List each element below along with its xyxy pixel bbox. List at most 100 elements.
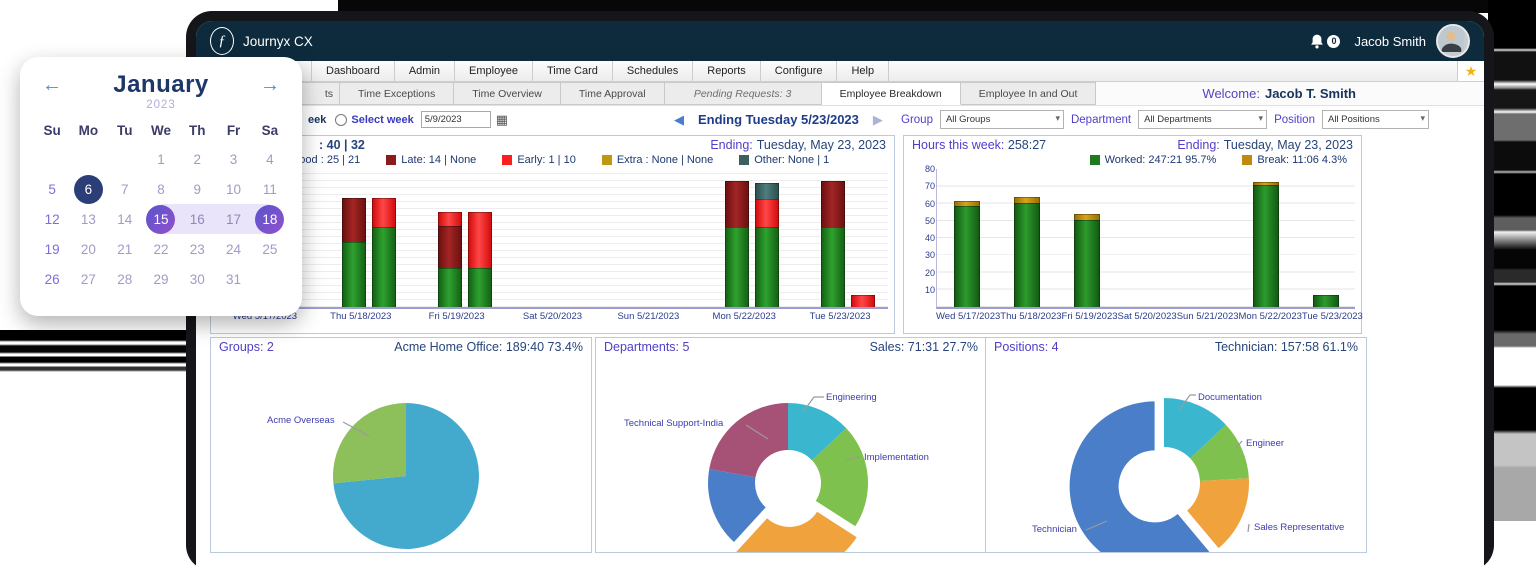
legend-item: Other: None | 1 — [739, 154, 829, 166]
department-select[interactable]: All Departments ▾ — [1138, 110, 1268, 129]
menu-item-employee[interactable]: Employee — [455, 61, 533, 81]
menu-item-dashboard[interactable]: Dashboard — [311, 61, 395, 81]
departure-bar-mon — [755, 182, 780, 307]
calendar-next-month-arrow[interactable]: → — [260, 74, 280, 96]
departure-bar-fri — [467, 211, 492, 307]
callout-line — [342, 421, 370, 437]
calendar-day-28[interactable]: 28 — [117, 271, 133, 287]
calendar-day-16[interactable]: 16 — [179, 204, 216, 234]
select-week-label[interactable]: Select week — [351, 113, 414, 126]
menu-item-admin[interactable]: Admin — [395, 61, 456, 81]
legend-item: Break: 11:06 4.3% — [1242, 154, 1347, 166]
next-week-arrow[interactable]: ▶ — [872, 112, 883, 127]
avatar[interactable] — [1436, 24, 1470, 58]
calendar-day-21[interactable]: 21 — [117, 241, 133, 257]
calendar-weekday-label: Tu — [116, 123, 133, 138]
tab-pending-requests-3[interactable]: Pending Requests: 3 — [664, 82, 822, 105]
pie-callout-label: Documentation — [1198, 392, 1262, 403]
select-week-radio[interactable] — [335, 113, 348, 126]
in-out-chart-legend: Good : 25 | 21 Late: 14 | None Early: 1 | … — [211, 152, 894, 167]
bar-segment-worked — [1073, 219, 1100, 307]
calendar-title: January 2023 — [113, 71, 209, 111]
calendar-prev-month-arrow[interactable]: ← — [42, 74, 62, 96]
week-date-input[interactable] — [420, 111, 491, 128]
calendar-day-15[interactable]: 15 — [143, 204, 180, 234]
calendar-day-6[interactable]: 6 — [70, 174, 106, 204]
tab-time-approval[interactable]: Time Approval — [560, 82, 665, 105]
notification-count-badge: 0 — [1327, 34, 1341, 48]
favorite-button[interactable]: ★ — [1457, 61, 1484, 81]
tab-bar: ts Time Exceptions Time Overview Time Appro… — [196, 82, 1484, 106]
positions-pie-title: Positions: 4 — [994, 340, 1059, 354]
hours-bar-wed — [953, 200, 980, 307]
calendar-day-25[interactable]: 25 — [262, 241, 278, 257]
bar-segment-good — [821, 226, 846, 307]
in-out-chart-panel: : 40 | 32 Ending: Tuesday, May 23, 2023 G… — [210, 135, 895, 334]
pie-callout-label: Engineering — [826, 392, 877, 403]
menu-item-reports[interactable]: Reports — [693, 61, 761, 81]
calendar-day-26[interactable]: 26 — [44, 271, 60, 287]
calendar-day-4[interactable]: 4 — [266, 151, 274, 167]
arrival-bar-thu — [341, 197, 366, 307]
calendar-year: 2023 — [146, 99, 176, 111]
calendar-day-2[interactable]: 2 — [193, 151, 202, 167]
range-band — [179, 204, 216, 234]
legend-swatch-icon — [1242, 155, 1253, 165]
legend-swatch-icon — [739, 155, 750, 165]
calendar-day-5[interactable]: 5 — [48, 181, 56, 197]
menu-item-time-card[interactable]: Time Card — [533, 61, 613, 81]
calendar-day-9[interactable]: 9 — [193, 181, 202, 197]
calendar-day-27[interactable]: 27 — [80, 271, 96, 287]
tab-employee-in-and-out[interactable]: Employee In and Out — [960, 82, 1097, 105]
positions-pie-panel: Positions: 4 Technician: 157:58 61.1% Do… — [985, 337, 1367, 553]
calendar-day-22[interactable]: 22 — [153, 241, 169, 257]
callout-line — [1178, 394, 1196, 411]
menu-spacer — [889, 61, 1457, 81]
bar-segment-break — [1013, 196, 1040, 203]
calendar-day-19[interactable]: 19 — [44, 241, 60, 257]
calendar-day-8[interactable]: 8 — [157, 181, 165, 197]
calendar-day-24[interactable]: 24 — [226, 241, 242, 257]
menu-item-configure[interactable]: Configure — [761, 61, 838, 81]
position-select[interactable]: All Positions ▾ — [1321, 110, 1429, 129]
calendar-day-31[interactable]: 31 — [226, 271, 242, 287]
calendar-day-11[interactable]: 11 — [262, 181, 277, 197]
calendar-day-10[interactable]: 10 — [226, 181, 242, 197]
calendar-day-14[interactable]: 14 — [117, 211, 133, 227]
calendar-day-23[interactable]: 23 — [189, 241, 205, 257]
calendar-day-12[interactable]: 12 — [44, 211, 60, 227]
calendar-day-7[interactable]: 7 — [120, 181, 129, 197]
previous-week-arrow[interactable]: ◀ — [674, 112, 684, 127]
bar-segment-good — [755, 226, 780, 307]
tab-time-exceptions[interactable]: Time Exceptions — [340, 82, 455, 105]
callout-line — [745, 424, 769, 440]
notifications-button[interactable]: 0 — [1309, 33, 1341, 50]
departments-pie-panel: Departments: 5 Sales: 71:31 27.7% Engine… — [595, 337, 987, 553]
legend-item: Early: 1 | 10 — [502, 154, 576, 166]
calendar-day-18[interactable]: 18 — [251, 204, 288, 234]
legend-label: Break: 11:06 4.3% — [1257, 154, 1347, 166]
menu-item-help[interactable]: Help — [837, 61, 890, 81]
calendar-picker-icon[interactable]: ▦ — [495, 112, 509, 127]
y-tick-label: 40 — [924, 233, 935, 243]
filter-row: eek Select week ▦ ◀ Ending Tuesday 5/23/… — [196, 106, 1484, 133]
calendar-day-30[interactable]: 30 — [189, 271, 205, 287]
header-user-name[interactable]: Jacob Smith — [1354, 33, 1426, 49]
calendar-day-1[interactable]: 1 — [157, 151, 165, 167]
calendar-day-3[interactable]: 3 — [229, 151, 238, 167]
calendar-day-17[interactable]: 17 — [215, 204, 252, 234]
tab-time-overview[interactable]: Time Overview — [454, 82, 561, 105]
positions-pie-headline: Technician: 157:58 61.1% — [1214, 340, 1358, 354]
x-axis-label: Fri 5/19/2023 — [1061, 311, 1118, 322]
departments-pie-title: Departments: 5 — [604, 340, 690, 354]
calendar-day-29[interactable]: 29 — [153, 271, 169, 287]
calendar-day-13[interactable]: 13 — [80, 211, 96, 227]
menu-item-schedules[interactable]: Schedules — [613, 61, 694, 81]
calendar-weekday-label: We — [150, 123, 171, 138]
bar-segment-break — [953, 200, 980, 207]
group-select[interactable]: All Groups ▾ — [939, 110, 1064, 129]
calendar-day-20[interactable]: 20 — [80, 241, 96, 257]
legend-item: Worked: 247:21 95.7% — [1089, 154, 1216, 166]
calendar-weekday-label: Su — [43, 123, 61, 138]
tab-employee-breakdown[interactable]: Employee Breakdown — [821, 82, 961, 105]
